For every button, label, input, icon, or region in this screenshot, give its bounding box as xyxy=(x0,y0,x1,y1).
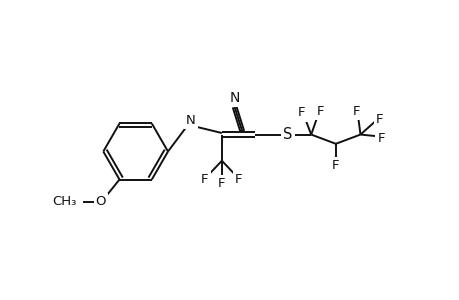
Text: N: N xyxy=(186,114,196,127)
Text: F: F xyxy=(377,132,384,145)
Text: CH₃: CH₃ xyxy=(52,195,76,208)
Text: F: F xyxy=(375,113,383,126)
Text: N: N xyxy=(229,91,239,105)
Text: F: F xyxy=(352,105,359,118)
Text: F: F xyxy=(331,159,339,172)
Text: F: F xyxy=(218,177,225,190)
Text: F: F xyxy=(201,173,208,187)
Text: F: F xyxy=(297,106,305,119)
Text: S: S xyxy=(283,127,292,142)
Text: O: O xyxy=(95,195,106,208)
Text: F: F xyxy=(316,105,324,118)
Text: F: F xyxy=(235,173,242,187)
